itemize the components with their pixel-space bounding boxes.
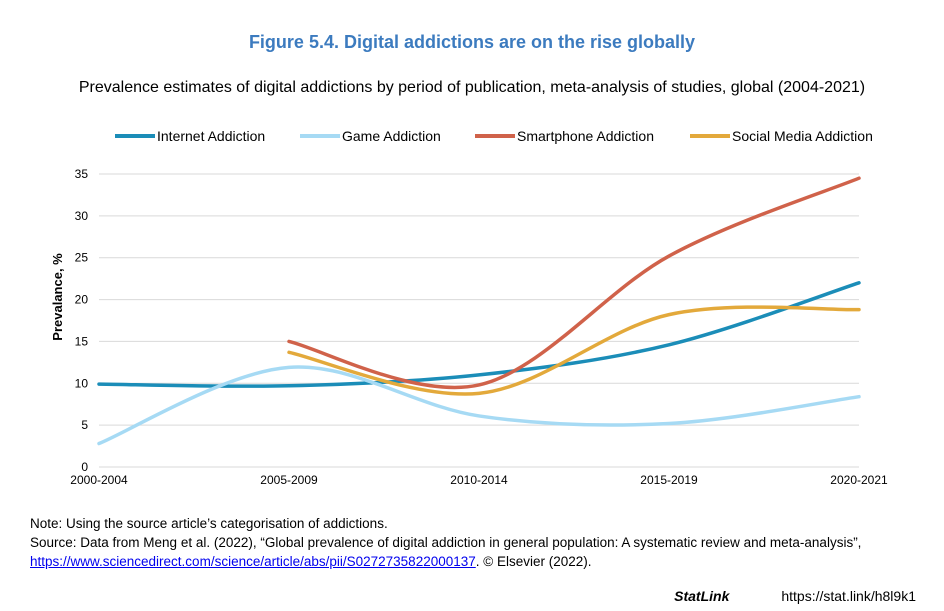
x-tick-label: 2020-2021 [830, 473, 888, 487]
series-line [287, 305, 861, 396]
x-tick-label: 2010-2014 [450, 473, 508, 487]
chart-title: Figure 5.4. Digital addictions are on th… [249, 32, 695, 52]
series-line [97, 281, 861, 388]
y-tick-label: 15 [75, 334, 89, 348]
statlink: StatLink https://stat.link/h8l9k1 [674, 588, 916, 604]
legend-label: Smartphone Addiction [517, 128, 654, 144]
legend-label: Social Media Addiction [732, 128, 873, 144]
statlink-label: StatLink [674, 588, 730, 604]
y-tick-label: 30 [75, 209, 89, 223]
notes: Note: Using the source article’s categor… [30, 514, 930, 571]
x-tick-label: 2015-2019 [640, 473, 698, 487]
series-line [287, 176, 861, 390]
y-axis-label: Prevalance, % [50, 253, 65, 341]
chart: Figure 5.4. Digital addictions are on th… [50, 32, 888, 487]
chart-subtitle: Prevalence estimates of digital addictio… [79, 79, 865, 96]
x-tick-label: 2000-2004 [70, 473, 128, 487]
source-end: . © Elsevier (2022). [475, 554, 592, 569]
statlink-url[interactable]: https://stat.link/h8l9k1 [781, 588, 916, 604]
source-text: Source: Data from Meng et al. (2022), “G… [30, 535, 862, 550]
source-link[interactable]: https://www.sciencedirect.com/science/ar… [30, 554, 476, 569]
y-tick-label: 5 [81, 418, 88, 432]
x-tick-label: 2005-2009 [260, 473, 318, 487]
y-tick-label: 35 [75, 167, 89, 181]
y-tick-label: 25 [75, 251, 89, 265]
series-line [97, 365, 861, 446]
y-tick-label: 0 [81, 460, 88, 474]
note: Note: Using the source article’s categor… [30, 516, 388, 531]
source: Source: Data from Meng et al. (2022), “G… [30, 533, 930, 571]
y-tick-label: 20 [75, 293, 89, 307]
legend-label: Internet Addiction [157, 128, 265, 144]
legend-label: Game Addiction [342, 128, 441, 144]
y-tick-label: 10 [75, 376, 89, 390]
